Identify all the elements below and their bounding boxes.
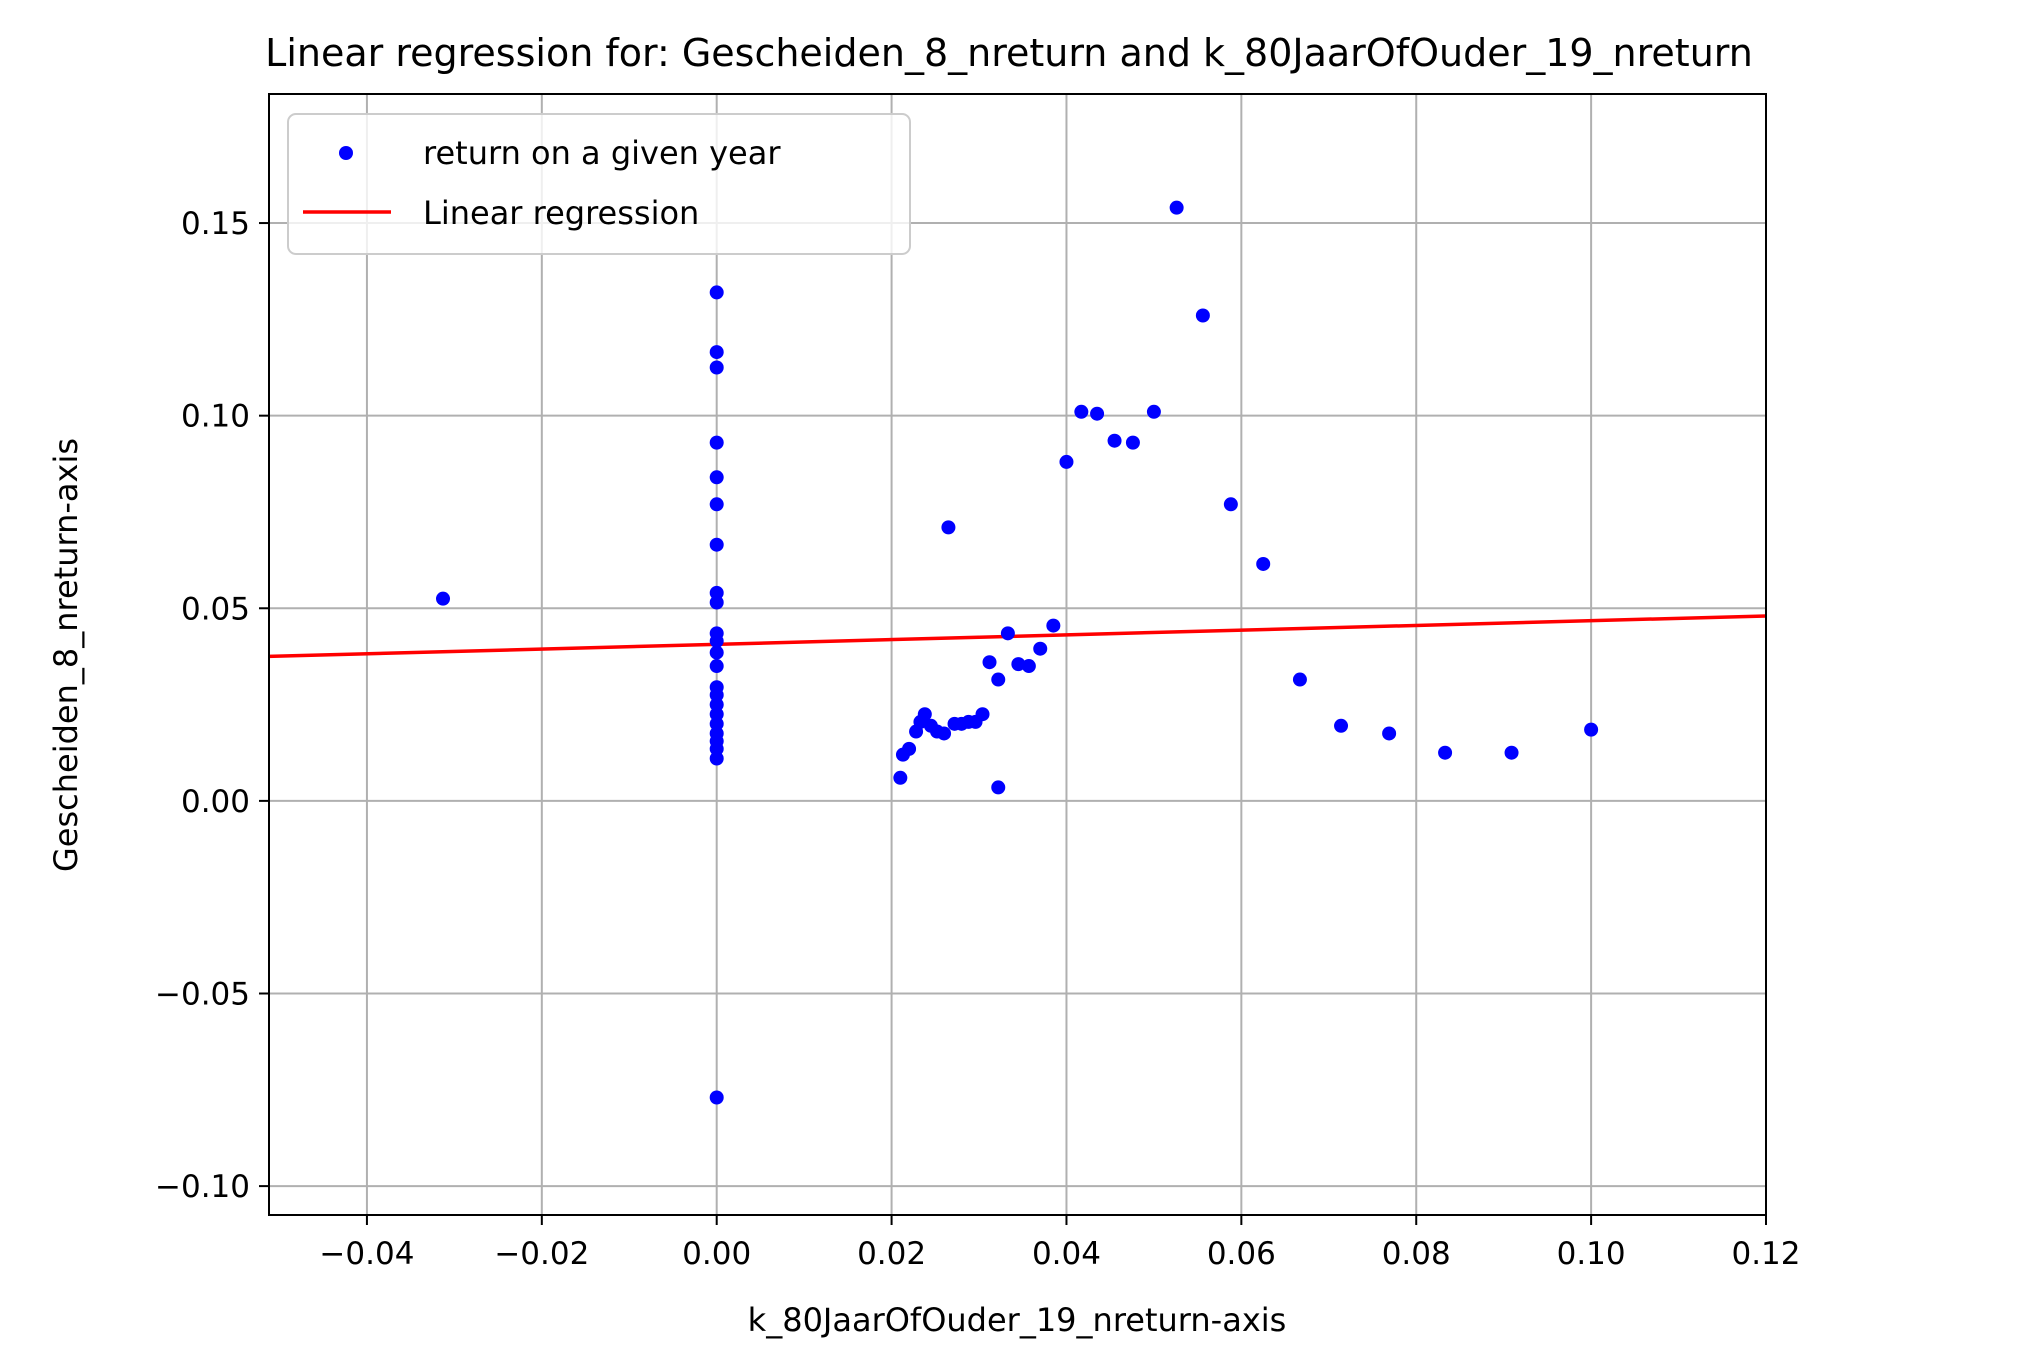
y-tick-label: −0.10 [155,1169,250,1205]
data-point [709,470,724,485]
data-point [1256,556,1271,571]
data-point [1011,657,1026,672]
scatter-points [436,200,1599,1105]
data-point [709,585,724,600]
legend-label-scatter: return on a given year [423,134,781,172]
data-point [1382,726,1397,741]
data-point [709,360,724,375]
x-tick-label: 0.06 [1207,1236,1276,1272]
data-point [975,707,990,722]
data-point [1438,745,1453,760]
data-point [1292,672,1307,687]
x-tick-label: 0.04 [1032,1236,1101,1272]
data-point [982,655,997,670]
y-tick-label: 0.00 [181,784,250,820]
data-point [709,687,724,702]
data-point [709,435,724,450]
grid-lines [269,94,1767,1215]
data-point [1090,406,1105,421]
x-tick-label: 0.02 [857,1236,926,1272]
data-point [709,1090,724,1105]
data-point [1195,308,1210,323]
data-point [991,672,1006,687]
data-point [709,707,724,722]
data-point [991,780,1006,795]
data-point [709,537,724,552]
data-point [709,645,724,660]
data-point [709,595,724,610]
y-tick-label: 0.15 [181,206,250,242]
regression-line [268,614,1767,659]
plot-background [269,94,1766,1215]
data-point [709,751,724,766]
data-point [1059,454,1074,469]
data-point [1146,404,1161,419]
data-point [1000,626,1015,641]
x-tick-label: −0.02 [494,1236,589,1272]
data-point [1033,641,1048,656]
legend-box [287,113,911,255]
data-point [1046,618,1061,633]
data-point [709,345,724,360]
data-point [902,741,917,756]
data-point [1223,497,1238,512]
y-axis-ticks: −0.10 −0.05 0.00 0.05 0.10 0.15 [155,206,269,1205]
data-point [709,716,724,731]
data-point [941,520,956,535]
data-point [1125,435,1140,450]
x-tick-label: 0.10 [1557,1236,1626,1272]
data-point [709,634,724,649]
data-point [709,659,724,674]
legend-label-regression: Linear regression [423,194,699,232]
x-tick-label: 0.00 [682,1236,751,1272]
data-point [1021,659,1036,674]
data-point [1334,718,1349,733]
legend: return on a given year Linear regression [287,113,911,255]
x-axis-label: k_80JaarOfOuder_19_nreturn-axis [748,1301,1287,1339]
regression-layer [268,614,1767,659]
data-point [1107,433,1122,448]
plot-frame [268,93,1767,1216]
y-tick-label: 0.05 [181,591,250,627]
y-tick-label: −0.05 [155,976,250,1012]
data-point [436,591,451,606]
data-point [709,285,724,300]
data-point [937,726,952,741]
data-point [893,770,908,785]
y-tick-label: 0.10 [181,399,250,435]
y-axis-label: Gescheiden_8_nreturn-axis [47,438,85,872]
data-point [1504,745,1519,760]
data-point [1584,722,1599,737]
x-tick-label: −0.04 [319,1236,414,1272]
x-axis-ticks: −0.04 −0.02 0.00 0.02 0.04 0.06 0.08 0.10 0.12 [319,1215,1801,1272]
data-point [1074,404,1089,419]
data-point [917,707,932,722]
chart-title: Linear regression for: Gescheiden_8_nret… [265,31,1753,75]
data-point [709,741,724,756]
legend-marker-scatter [339,146,353,160]
x-tick-label: 0.08 [1382,1236,1451,1272]
data-point [1169,200,1184,215]
data-point [709,497,724,512]
data-point [709,697,724,712]
x-tick-label: 0.12 [1731,1236,1800,1272]
